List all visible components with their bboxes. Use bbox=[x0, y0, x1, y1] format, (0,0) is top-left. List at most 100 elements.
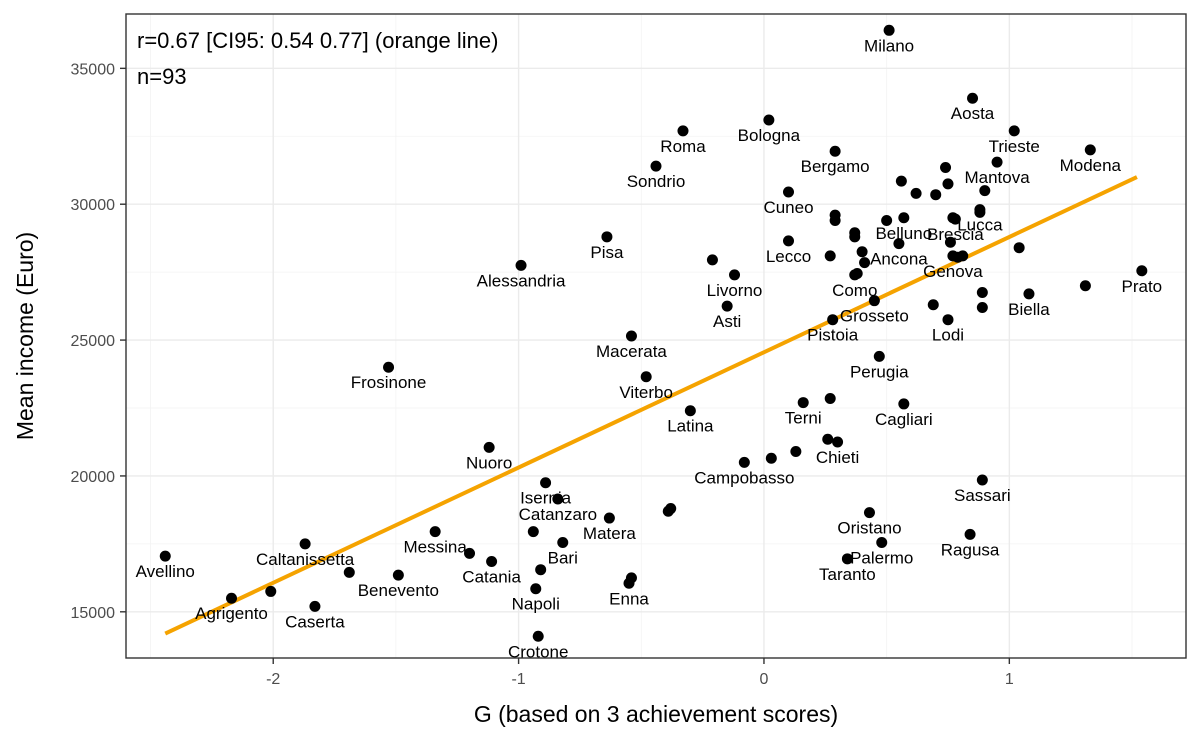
data-point-asti bbox=[721, 300, 733, 312]
data-point-nuoro bbox=[483, 441, 495, 453]
data-point-catania bbox=[486, 556, 498, 568]
point-label-genova: Genova bbox=[923, 262, 983, 281]
y-axis-ticks: 15000 20000 25000 30000 35000 bbox=[71, 61, 126, 622]
data-point-lecco bbox=[783, 235, 794, 247]
point-label-enna: Enna bbox=[609, 589, 649, 608]
data-point-matera bbox=[603, 512, 615, 524]
point-label-avellino: Avellino bbox=[136, 562, 195, 581]
point-label-roma: Roma bbox=[660, 137, 706, 156]
data-point-crotone bbox=[532, 630, 544, 642]
y-axis-title: Mean income (Euro) bbox=[12, 232, 38, 440]
x-tick-label: -1 bbox=[511, 671, 525, 688]
point-label-pisa: Pisa bbox=[590, 243, 624, 262]
point-label-cagliari: Cagliari bbox=[875, 410, 933, 429]
x-tick-label: 1 bbox=[1005, 671, 1014, 688]
data-points bbox=[159, 24, 1148, 642]
point-labels: Milano Aosta Trieste Modena Bologna Roma Sondr… bbox=[136, 36, 1163, 661]
x-axis-ticks: -2 -1 0 1 bbox=[266, 658, 1014, 688]
point-label-matera: Matera bbox=[583, 524, 636, 543]
point-label-bergamo: Bergamo bbox=[801, 157, 870, 176]
data-point bbox=[942, 178, 954, 190]
data-point-brescia bbox=[949, 213, 961, 225]
data-point-terni bbox=[797, 397, 809, 409]
data-point-sondrio bbox=[650, 160, 662, 172]
data-point-viterbo bbox=[640, 371, 652, 383]
data-point bbox=[790, 445, 802, 457]
point-label-lodi: Lodi bbox=[932, 326, 964, 345]
data-point bbox=[822, 433, 834, 445]
data-point-sassari bbox=[976, 474, 988, 486]
point-label-sassari: Sassari bbox=[954, 486, 1011, 505]
data-point bbox=[856, 246, 868, 258]
point-label-messina: Messina bbox=[404, 538, 468, 557]
point-label-chieti: Chieti bbox=[816, 448, 859, 467]
x-axis-title: G (based on 3 achievement scores) bbox=[474, 701, 838, 727]
point-label-bari: Bari bbox=[548, 549, 578, 568]
data-point bbox=[930, 189, 942, 201]
data-point bbox=[976, 301, 988, 313]
data-point-ancona bbox=[893, 238, 905, 250]
y-tick-label: 20000 bbox=[71, 469, 116, 486]
data-point-catanzaro bbox=[552, 493, 564, 505]
data-point-caserta bbox=[309, 600, 321, 612]
data-point bbox=[1079, 280, 1091, 292]
point-label-mantova: Mantova bbox=[964, 168, 1030, 187]
data-point bbox=[895, 175, 907, 187]
point-label-bologna: Bologna bbox=[738, 126, 801, 145]
data-point-biella bbox=[1023, 288, 1035, 300]
data-point-belluno bbox=[898, 212, 910, 224]
grid bbox=[126, 14, 1186, 658]
point-label-ragusa: Ragusa bbox=[941, 540, 1000, 559]
data-point bbox=[957, 250, 969, 262]
data-point bbox=[944, 236, 956, 248]
point-label-macerata: Macerata bbox=[596, 342, 667, 361]
point-label-palermo: Palermo bbox=[850, 549, 913, 568]
point-label-grosseto: Grosseto bbox=[840, 307, 909, 326]
point-label-belluno: Belluno bbox=[875, 224, 932, 243]
data-point-oristano bbox=[863, 507, 875, 519]
data-point-roma bbox=[677, 125, 689, 137]
point-label-agrigento: Agrigento bbox=[195, 604, 268, 623]
data-point bbox=[265, 585, 277, 597]
regression-line bbox=[164, 175, 1138, 636]
data-point-aosta bbox=[967, 92, 979, 104]
data-point bbox=[859, 257, 871, 269]
point-label-benevento: Benevento bbox=[358, 581, 439, 600]
data-point bbox=[829, 209, 841, 221]
data-point bbox=[343, 566, 355, 578]
x-tick-label: 0 bbox=[760, 671, 769, 688]
data-point-alessandria bbox=[515, 259, 527, 271]
data-point-lodi bbox=[942, 314, 954, 326]
data-point bbox=[881, 215, 893, 227]
data-point bbox=[706, 254, 718, 266]
data-point-macerata bbox=[625, 330, 637, 342]
x-tick-label: -2 bbox=[266, 671, 280, 688]
data-point-pistoia bbox=[827, 314, 839, 326]
point-label-campobasso: Campobasso bbox=[694, 468, 794, 487]
data-point-genova bbox=[947, 250, 959, 262]
data-point-grosseto bbox=[868, 295, 880, 307]
data-point-agrigento bbox=[226, 592, 238, 604]
data-point bbox=[535, 564, 547, 576]
point-label-latina: Latina bbox=[667, 417, 714, 436]
data-point-isernia bbox=[540, 477, 552, 489]
data-point bbox=[464, 547, 476, 559]
point-label-alessandria: Alessandria bbox=[477, 271, 566, 290]
data-point-ragusa bbox=[964, 528, 976, 540]
data-point bbox=[527, 526, 539, 538]
point-label-terni: Terni bbox=[785, 409, 822, 428]
data-point bbox=[824, 250, 836, 262]
point-label-sondrio: Sondrio bbox=[627, 172, 686, 191]
data-point bbox=[765, 452, 777, 464]
point-label-caltanissetta: Caltanissetta bbox=[256, 550, 355, 569]
data-point bbox=[940, 162, 952, 174]
y-tick-label: 25000 bbox=[71, 333, 116, 350]
point-label-cuneo: Cuneo bbox=[763, 198, 813, 217]
point-label-asti: Asti bbox=[713, 312, 741, 331]
data-point-napoli bbox=[530, 583, 542, 595]
data-point bbox=[927, 299, 939, 311]
data-point-mantova bbox=[991, 156, 1003, 168]
data-point-avellino bbox=[159, 550, 171, 562]
point-label-ancona: Ancona bbox=[870, 250, 928, 269]
